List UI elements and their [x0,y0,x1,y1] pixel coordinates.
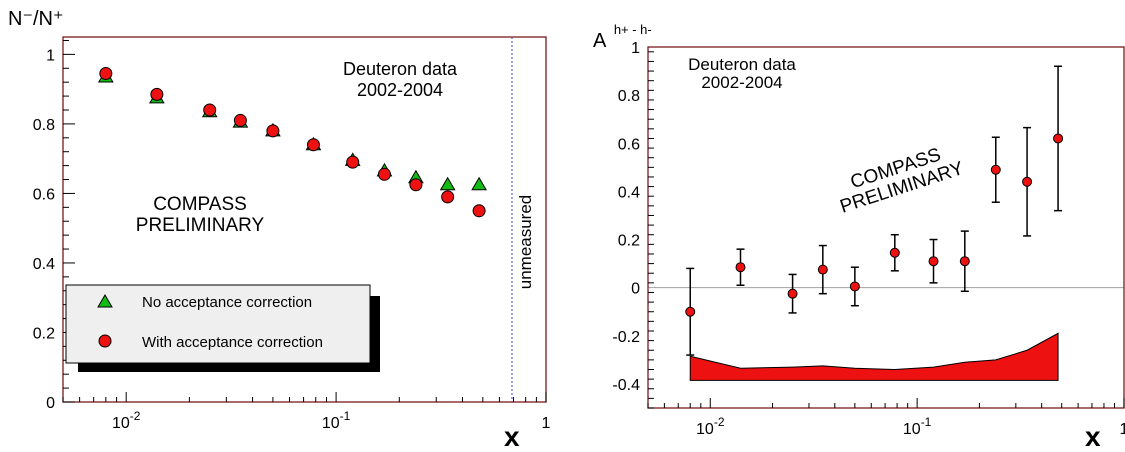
right-x-axis-label: x [1085,421,1101,452]
left-x-ticks [62,392,547,402]
right-prelim-stamp: COMPASS PRELIMINARY [838,144,967,217]
asymmetry-point [1022,176,1033,187]
left-y-tick-labels: 0 0.2 0.4 0.6 0.8 1 [33,47,55,412]
x-tick-label: 1 [542,415,551,432]
left-chart-panel: 10-2 10-1 1 0 0.2 0.4 0.6 0.8 1 N⁻/N⁺ x Deutero… [8,8,551,452]
right-y-tick-labels: -0.4 -0.2 0 0.2 0.4 0.6 0.8 1 [612,40,640,394]
left-prelim-line1: COMPASS [153,194,247,215]
right-data-label-line1: Deuteron data [688,55,796,74]
right-y-axis-label-base: A [593,30,607,52]
y-tick-label: 0.8 [33,117,55,134]
x-tick-label: 1 [1120,421,1125,438]
asymmetry-point [990,164,1001,175]
triangle-marker [471,176,487,191]
x-tick-label: 10-2 [696,415,725,438]
left-x-axis-label: x [504,421,520,452]
legend-circle-marker [98,334,112,348]
right-y-ticks [648,51,654,409]
y-tick-label: 0.8 [618,88,640,105]
right-data-label-line2: 2002-2004 [701,73,782,92]
asymmetry-point [928,256,939,267]
asymmetry-point [735,262,746,273]
y-tick-label: 0 [46,395,55,412]
y-tick-label: 0.2 [618,233,640,250]
asymmetry-point [1053,133,1064,144]
right-error-bars [686,65,1063,356]
legend-entry-no-correction: No acceptance correction [142,294,312,311]
y-tick-label: 0.4 [33,256,55,273]
y-tick-label: 1 [631,40,640,57]
circle-marker [233,113,247,127]
y-tick-label: -0.4 [612,377,640,394]
asymmetry-point [889,247,900,258]
right-x-tick-labels: 10-2 10-1 1 [696,415,1125,438]
left-data-markers [97,67,487,218]
left-data-label-line2: 2002-2004 [357,80,443,100]
left-x-tick-labels: 10-2 10-1 1 [112,409,551,432]
circle-marker [409,178,423,192]
asymmetry-point [817,264,828,275]
right-plot-frame [647,46,1125,409]
right-y-axis-label: A h+ - h- [593,22,652,52]
circle-marker [377,167,391,181]
asymmetry-point [849,281,860,292]
legend-entry-with-correction: With acceptance correction [142,334,323,351]
circle-marker [346,155,360,169]
left-data-label-line1: Deuteron data [343,59,458,79]
circle-marker [266,124,280,138]
x-tick-label: 10-1 [903,415,932,438]
circle-marker [472,204,486,218]
left-legend: No acceptance correction With acceptance… [65,284,380,372]
asymmetry-point [959,256,970,267]
circle-marker [99,67,113,80]
triangle-marker [439,176,456,191]
legend-triangle-marker [97,294,113,308]
y-tick-label: 0.6 [33,186,55,203]
circle-marker [441,190,455,204]
right-y-axis-label-sup: h+ - h- [614,22,652,37]
right-chart-panel: 10-2 10-1 1 -0.4 -0.2 0 0.2 0.4 0.6 0.8 1 A h+ - … [593,22,1125,452]
x-tick-label: 10-1 [322,409,351,432]
systematic-error-band [689,332,1059,381]
x-tick-label: 10-2 [112,409,141,432]
y-tick-label: -0.2 [612,329,640,346]
asymmetry-point [685,306,696,317]
left-plot-frame [62,36,547,403]
y-tick-label: 0.4 [618,184,640,201]
circle-marker [203,103,217,117]
unmeasured-label: unmeasured [516,195,535,290]
right-x-ticks [647,398,1125,408]
left-prelim-line2: PRELIMINARY [136,215,265,236]
right-data-markers [685,133,1064,317]
y-tick-label: 0.6 [618,136,640,153]
y-tick-label: 0 [631,281,640,298]
y-tick-label: 1 [46,47,55,64]
left-y-axis-label: N⁻/N⁺ [8,8,64,30]
circle-marker [150,87,164,101]
asymmetry-point [787,288,798,299]
circle-marker [306,138,320,152]
y-tick-label: 0.2 [33,325,55,342]
legend-box [65,284,371,364]
